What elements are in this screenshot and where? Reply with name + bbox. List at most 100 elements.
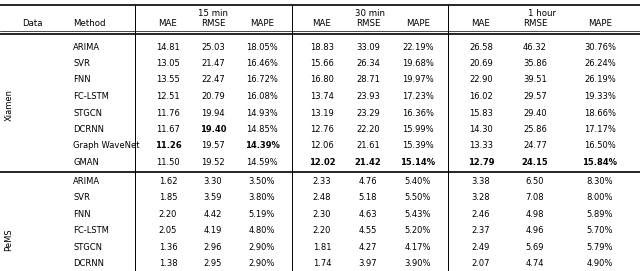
Text: 16.08%: 16.08% xyxy=(246,92,278,101)
Text: 4.76: 4.76 xyxy=(358,177,378,186)
Text: 30 min: 30 min xyxy=(355,8,385,18)
Text: 23.93: 23.93 xyxy=(356,92,380,101)
Text: 30.76%: 30.76% xyxy=(584,43,616,51)
Text: 29.57: 29.57 xyxy=(523,92,547,101)
Text: 26.24%: 26.24% xyxy=(584,59,616,68)
Text: 12.51: 12.51 xyxy=(156,92,180,101)
Text: 18.83: 18.83 xyxy=(310,43,334,51)
Text: 15.66: 15.66 xyxy=(310,59,334,68)
Text: 35.86: 35.86 xyxy=(523,59,547,68)
Text: 2.07: 2.07 xyxy=(472,259,490,269)
Text: ARIMA: ARIMA xyxy=(73,177,100,186)
Text: 14.30: 14.30 xyxy=(469,125,493,134)
Text: 20.69: 20.69 xyxy=(469,59,493,68)
Text: 24.77: 24.77 xyxy=(523,141,547,150)
Text: 8.30%: 8.30% xyxy=(587,177,613,186)
Text: 33.09: 33.09 xyxy=(356,43,380,51)
Text: 11.67: 11.67 xyxy=(156,125,180,134)
Text: RMSE: RMSE xyxy=(201,20,225,28)
Text: 22.19%: 22.19% xyxy=(402,43,434,51)
Text: 5.69: 5.69 xyxy=(525,243,544,252)
Text: 15.83: 15.83 xyxy=(469,108,493,118)
Text: STGCN: STGCN xyxy=(73,243,102,252)
Text: 7.08: 7.08 xyxy=(525,193,544,202)
Text: 4.27: 4.27 xyxy=(359,243,377,252)
Text: 2.30: 2.30 xyxy=(313,210,332,219)
Text: 6.50: 6.50 xyxy=(525,177,544,186)
Text: FC-LSTM: FC-LSTM xyxy=(73,227,109,235)
Text: 2.37: 2.37 xyxy=(472,227,490,235)
Text: 13.74: 13.74 xyxy=(310,92,334,101)
Text: 19.57: 19.57 xyxy=(201,141,225,150)
Text: 2.46: 2.46 xyxy=(472,210,490,219)
Text: 13.33: 13.33 xyxy=(469,141,493,150)
Text: 2.20: 2.20 xyxy=(159,210,177,219)
Text: Data: Data xyxy=(22,20,42,28)
Text: 15 min: 15 min xyxy=(198,8,228,18)
Text: 2.90%: 2.90% xyxy=(249,243,275,252)
Text: 24.15: 24.15 xyxy=(522,158,548,167)
Text: Xiamen: Xiamen xyxy=(4,89,13,121)
Text: 12.06: 12.06 xyxy=(310,141,334,150)
Text: 16.50%: 16.50% xyxy=(584,141,616,150)
Text: 5.18: 5.18 xyxy=(359,193,377,202)
Text: MAPE: MAPE xyxy=(250,20,274,28)
Text: 11.76: 11.76 xyxy=(156,108,180,118)
Text: RMSE: RMSE xyxy=(356,20,380,28)
Text: 5.40%: 5.40% xyxy=(405,177,431,186)
Text: 16.36%: 16.36% xyxy=(402,108,434,118)
Text: 1.38: 1.38 xyxy=(159,259,177,269)
Text: 5.19%: 5.19% xyxy=(249,210,275,219)
Text: Method: Method xyxy=(73,20,106,28)
Text: 5.89%: 5.89% xyxy=(587,210,613,219)
Text: 13.05: 13.05 xyxy=(156,59,180,68)
Text: 14.81: 14.81 xyxy=(156,43,180,51)
Text: 23.29: 23.29 xyxy=(356,108,380,118)
Text: 25.03: 25.03 xyxy=(201,43,225,51)
Text: 17.17%: 17.17% xyxy=(584,125,616,134)
Text: 26.19%: 26.19% xyxy=(584,76,616,85)
Text: 2.90%: 2.90% xyxy=(249,259,275,269)
Text: 11.26: 11.26 xyxy=(155,141,181,150)
Text: 19.94: 19.94 xyxy=(201,108,225,118)
Text: RMSE: RMSE xyxy=(523,20,547,28)
Text: 1.62: 1.62 xyxy=(159,177,177,186)
Text: 21.47: 21.47 xyxy=(201,59,225,68)
Text: 2.48: 2.48 xyxy=(313,193,332,202)
Text: 18.66%: 18.66% xyxy=(584,108,616,118)
Text: 22.90: 22.90 xyxy=(469,76,493,85)
Text: 3.28: 3.28 xyxy=(472,193,490,202)
Text: DCRNN: DCRNN xyxy=(73,125,104,134)
Text: Graph WaveNet: Graph WaveNet xyxy=(73,141,140,150)
Text: 14.85%: 14.85% xyxy=(246,125,278,134)
Text: 3.90%: 3.90% xyxy=(404,259,431,269)
Text: 5.79%: 5.79% xyxy=(587,243,613,252)
Text: 12.79: 12.79 xyxy=(468,158,494,167)
Text: 5.43%: 5.43% xyxy=(404,210,431,219)
Text: 14.39%: 14.39% xyxy=(244,141,280,150)
Text: FNN: FNN xyxy=(73,76,91,85)
Text: PeMS: PeMS xyxy=(4,228,13,250)
Text: 39.51: 39.51 xyxy=(523,76,547,85)
Text: 19.33%: 19.33% xyxy=(584,92,616,101)
Text: STGCN: STGCN xyxy=(73,108,102,118)
Text: 29.40: 29.40 xyxy=(523,108,547,118)
Text: 18.05%: 18.05% xyxy=(246,43,278,51)
Text: 4.19: 4.19 xyxy=(204,227,222,235)
Text: 14.93%: 14.93% xyxy=(246,108,278,118)
Text: 16.72%: 16.72% xyxy=(246,76,278,85)
Text: 1 hour: 1 hour xyxy=(527,8,556,18)
Text: 1.74: 1.74 xyxy=(313,259,332,269)
Text: 12.02: 12.02 xyxy=(308,158,335,167)
Text: 19.97%: 19.97% xyxy=(402,76,434,85)
Text: 19.68%: 19.68% xyxy=(402,59,434,68)
Text: MAE: MAE xyxy=(472,20,490,28)
Text: 12.76: 12.76 xyxy=(310,125,334,134)
Text: 3.30: 3.30 xyxy=(204,177,222,186)
Text: 28.71: 28.71 xyxy=(356,76,380,85)
Text: 26.58: 26.58 xyxy=(469,43,493,51)
Text: GMAN: GMAN xyxy=(73,158,99,167)
Text: 2.96: 2.96 xyxy=(204,243,222,252)
Text: 22.47: 22.47 xyxy=(201,76,225,85)
Text: 15.14%: 15.14% xyxy=(401,158,436,167)
